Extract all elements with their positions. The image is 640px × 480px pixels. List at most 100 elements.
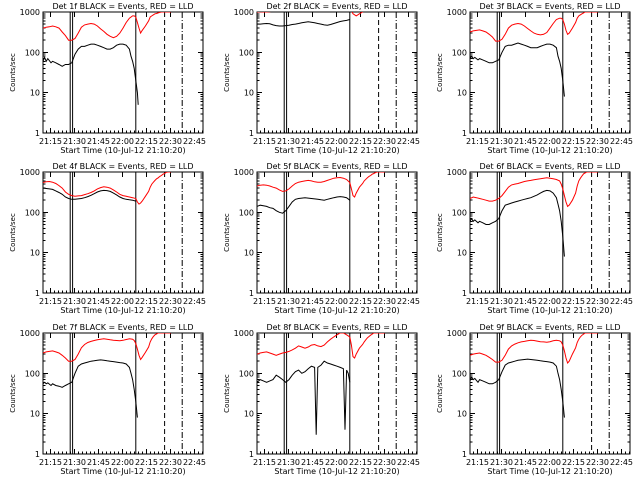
x-tick-label: 22:00	[325, 137, 348, 146]
x-tick-label: 22:15	[562, 458, 585, 467]
x-tick-label: 21:15	[253, 137, 276, 146]
events-series-line	[43, 359, 138, 418]
x-tick-label: 21:45	[301, 297, 324, 306]
detector-panel-1: Det 1f BLACK = Events, RED = LLD 1 10 100 10…	[9, 2, 206, 155]
y-tick-label: 1000	[447, 329, 467, 338]
plot-frame	[256, 11, 418, 134]
events-series-line	[257, 196, 351, 214]
x-tick-label: 22:30	[373, 297, 396, 306]
y-tick-label: 100	[452, 369, 467, 378]
y-tick-label: 1	[462, 129, 467, 138]
x-tick-label: 21:15	[39, 137, 62, 146]
x-tick-label: 21:15	[253, 458, 276, 467]
x-tick-label: 22:15	[135, 137, 158, 146]
y-axis-label: Counts/sec	[9, 53, 17, 92]
lld-series-line	[257, 172, 385, 198]
panel-title: Det 9f BLACK = Events, RED = LLD	[479, 323, 620, 332]
x-tick-label: 21:30	[63, 137, 86, 146]
x-tick-label: 21:30	[490, 458, 513, 467]
y-tick-label: 1	[249, 450, 254, 459]
x-tick-label: 22:30	[586, 297, 609, 306]
detector-panel-7: Det 7f BLACK = Events, RED = LLD 1 10 100 10…	[9, 323, 206, 476]
plot-frame	[256, 332, 418, 455]
x-tick-label: 22:30	[586, 458, 609, 467]
panel-title: Det 2f BLACK = Events, RED = LLD	[266, 2, 407, 11]
y-tick-label: 10	[457, 410, 467, 419]
y-tick-label: 10	[244, 249, 254, 258]
x-tick-label: 22:15	[135, 297, 158, 306]
x-tick-label: 21:45	[514, 458, 537, 467]
x-tick-label: 21:30	[277, 458, 300, 467]
y-tick-label: 1	[35, 129, 40, 138]
panel-title: Det 3f BLACK = Events, RED = LLD	[479, 2, 620, 11]
events-series-line	[470, 189, 565, 257]
lld-series-line	[43, 172, 171, 205]
x-tick-label: 22:00	[325, 458, 348, 467]
x-tick-label: 22:00	[538, 297, 561, 306]
plot-frame	[42, 332, 204, 455]
x-axis-label: Start Time (10-Jul-12 21:10:20)	[60, 146, 185, 155]
y-tick-label: 1	[249, 289, 254, 298]
x-tick-label: 21:15	[253, 297, 276, 306]
x-tick-label: 21:45	[514, 297, 537, 306]
y-tick-label: 1	[462, 289, 467, 298]
x-tick-label: 21:30	[63, 297, 86, 306]
x-tick-label: 22:45	[610, 137, 633, 146]
detector-panel-9: Det 9f BLACK = Events, RED = LLD 1 10 100 10…	[436, 323, 633, 476]
y-tick-label: 1	[35, 289, 40, 298]
y-tick-label: 1	[35, 450, 40, 459]
y-axis-label: Counts/sec	[436, 213, 444, 252]
y-axis-label: Counts/sec	[436, 374, 444, 413]
y-axis-label: Counts/sec	[223, 374, 231, 413]
y-tick-label: 1	[462, 450, 467, 459]
panel-title: Det 8f BLACK = Events, RED = LLD	[266, 323, 407, 332]
x-tick-label: 22:15	[349, 297, 372, 306]
x-tick-label: 22:45	[397, 297, 420, 306]
x-tick-label: 21:45	[301, 458, 324, 467]
plot-frame	[42, 171, 204, 294]
y-tick-label: 10	[457, 249, 467, 258]
panel-title: Det 1f BLACK = Events, RED = LLD	[52, 2, 193, 11]
y-tick-label: 10	[30, 89, 40, 98]
x-tick-label: 21:30	[490, 297, 513, 306]
x-tick-label: 22:45	[183, 458, 206, 467]
y-tick-label: 100	[25, 48, 40, 57]
y-tick-label: 100	[25, 208, 40, 217]
x-tick-label: 21:45	[87, 137, 110, 146]
x-axis-label: Start Time (10-Jul-12 21:10:20)	[487, 306, 612, 315]
y-tick-label: 1000	[20, 8, 40, 17]
y-tick-label: 10	[457, 89, 467, 98]
panel-title: Det 4f BLACK = Events, RED = LLD	[52, 162, 193, 171]
x-axis-label: Start Time (10-Jul-12 21:10:20)	[60, 467, 185, 476]
x-tick-label: 21:30	[277, 137, 300, 146]
lld-series-line	[470, 12, 598, 42]
x-tick-label: 22:45	[610, 297, 633, 306]
x-tick-label: 22:00	[111, 458, 134, 467]
x-axis-label: Start Time (10-Jul-12 21:10:20)	[274, 467, 399, 476]
x-tick-label: 22:15	[562, 137, 585, 146]
x-tick-label: 21:15	[39, 297, 62, 306]
plot-frame	[42, 11, 204, 134]
y-tick-label: 10	[30, 249, 40, 258]
detector-panel-2: Det 2f BLACK = Events, RED = LLD 1 10 100 10…	[223, 2, 420, 155]
x-tick-label: 22:00	[111, 297, 134, 306]
lld-series-line	[257, 333, 385, 359]
x-tick-label: 22:30	[373, 458, 396, 467]
y-axis-label: Counts/sec	[436, 53, 444, 92]
x-tick-label: 22:30	[586, 137, 609, 146]
x-tick-label: 21:15	[39, 458, 62, 467]
x-tick-label: 22:15	[349, 458, 372, 467]
panel-title: Det 7f BLACK = Events, RED = LLD	[52, 323, 193, 332]
y-tick-label: 1000	[234, 8, 254, 17]
x-tick-label: 21:45	[301, 137, 324, 146]
x-tick-label: 21:45	[514, 137, 537, 146]
x-tick-label: 22:15	[562, 297, 585, 306]
x-tick-label: 22:00	[111, 137, 134, 146]
x-tick-label: 21:15	[466, 297, 489, 306]
x-tick-label: 21:45	[87, 297, 110, 306]
x-axis-label: Start Time (10-Jul-12 21:10:20)	[274, 306, 399, 315]
plot-frame	[469, 11, 631, 134]
y-tick-label: 10	[30, 410, 40, 419]
x-axis-label: Start Time (10-Jul-12 21:10:20)	[487, 146, 612, 155]
